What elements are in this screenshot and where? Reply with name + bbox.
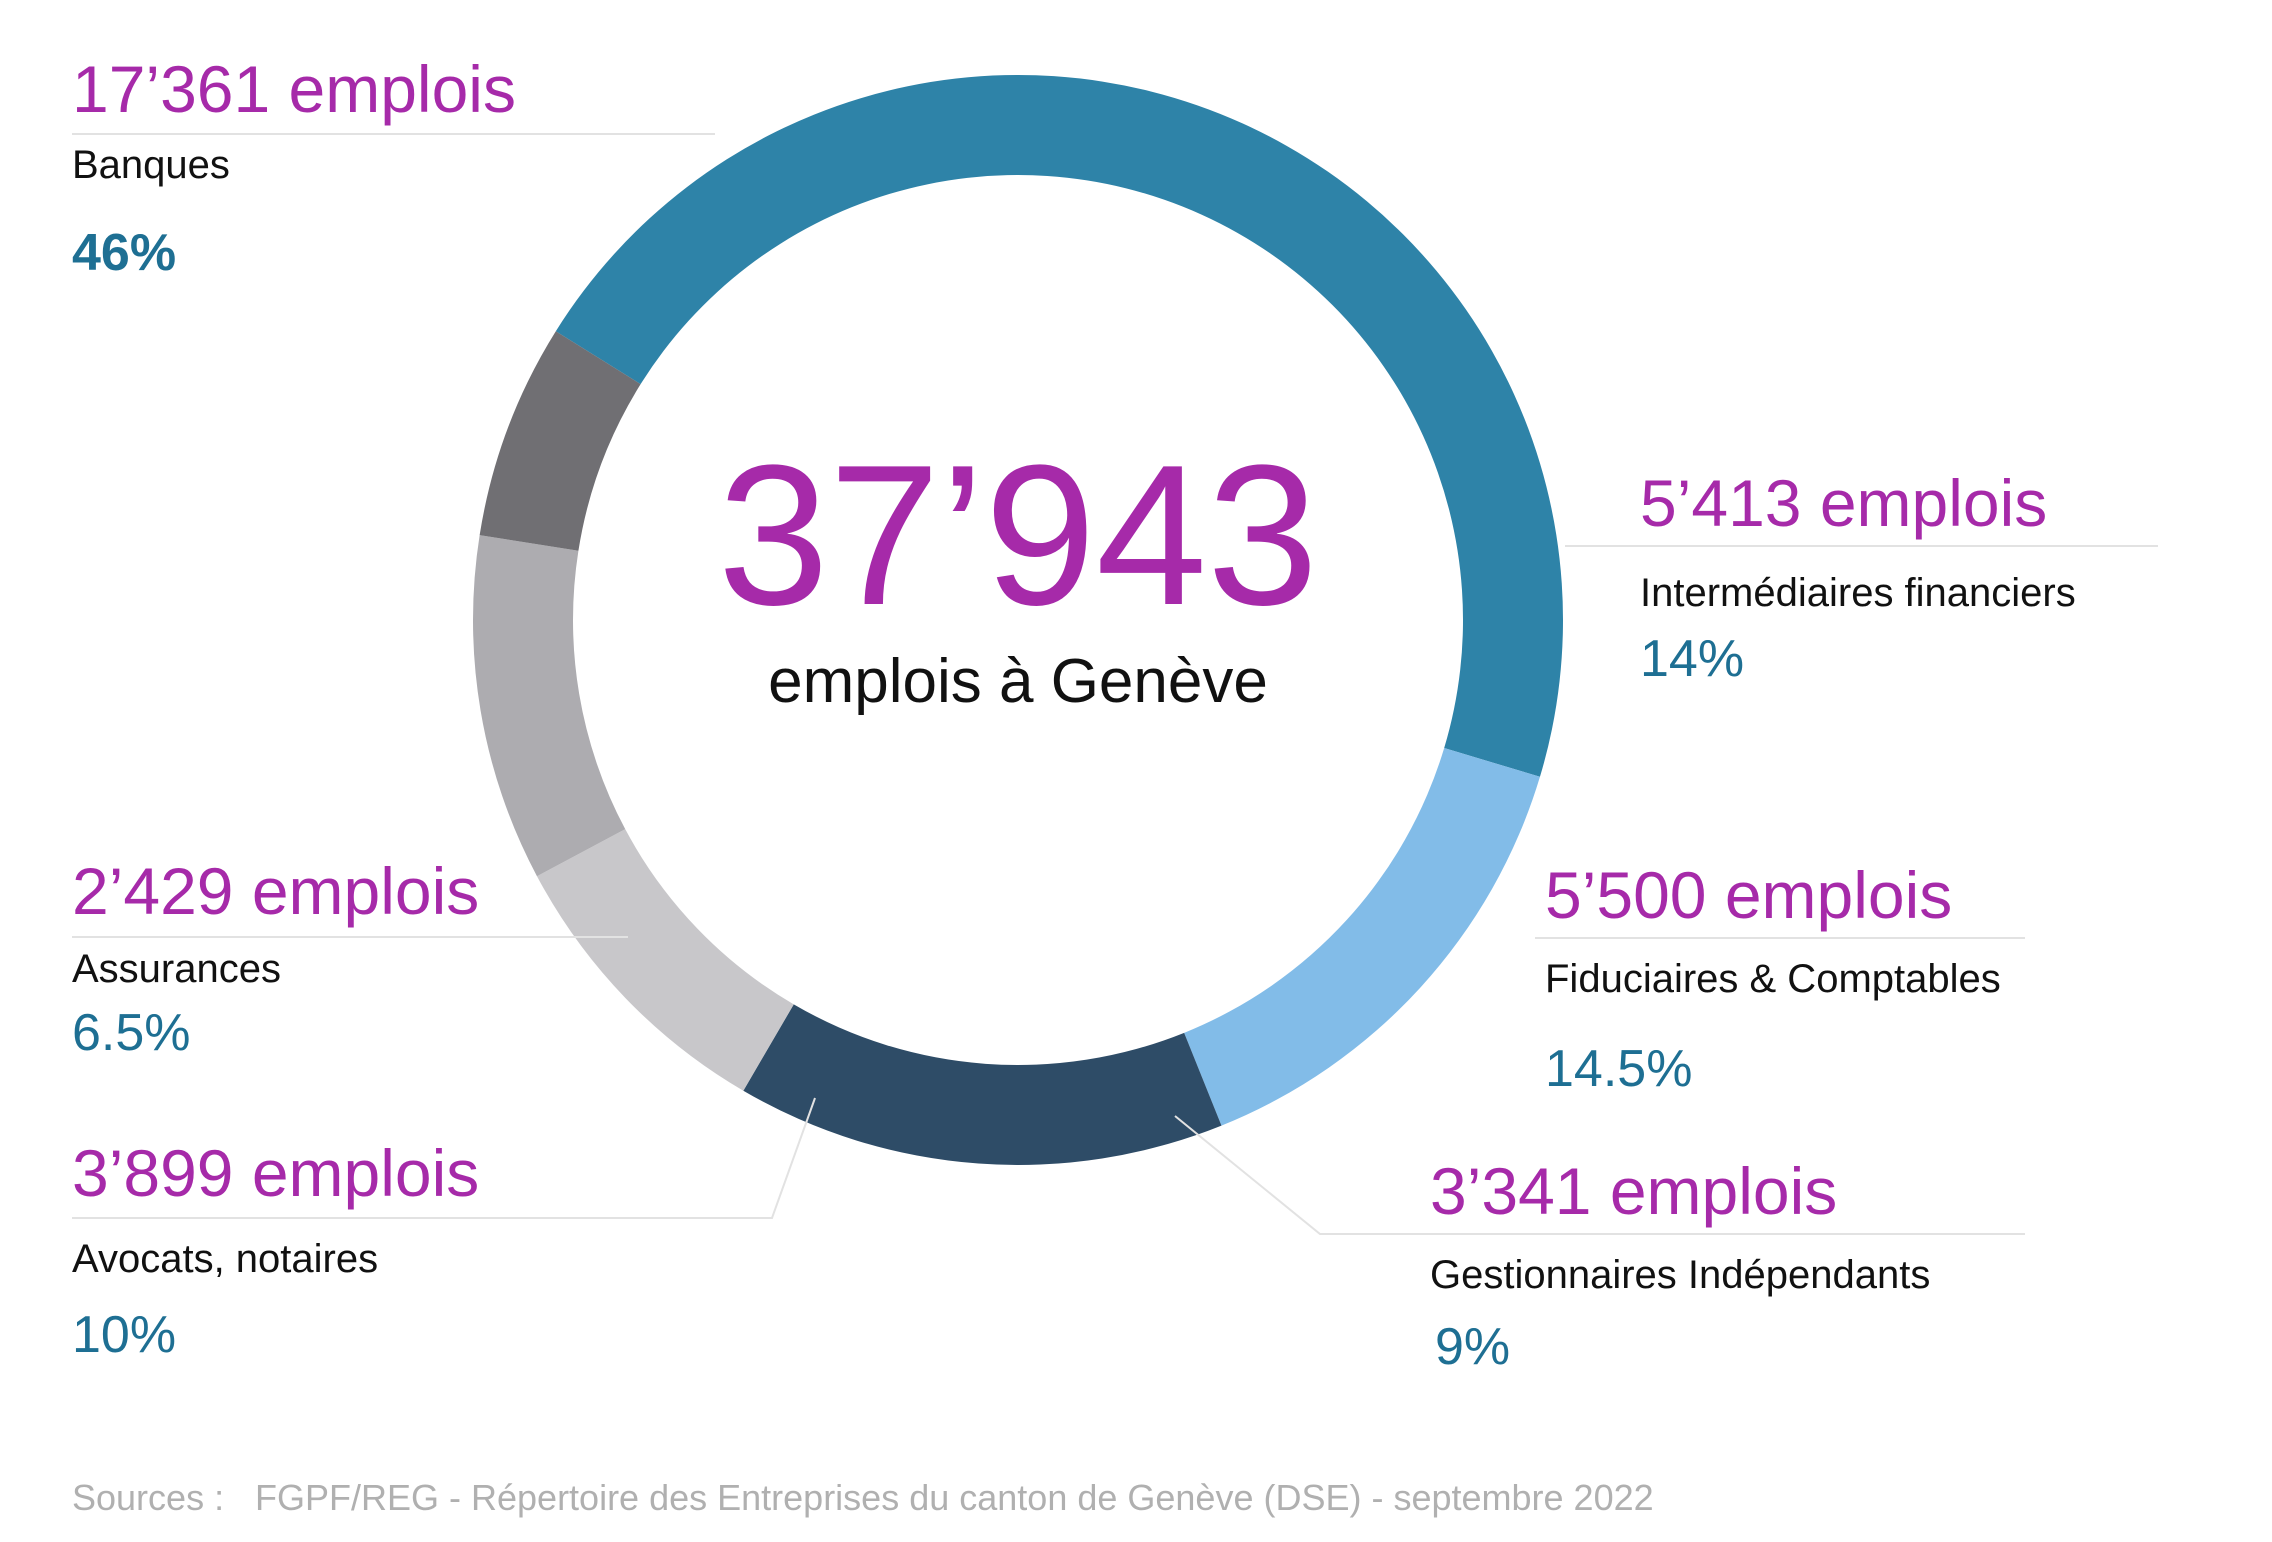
total-jobs-caption: emplois à Genève xyxy=(768,647,1268,716)
source-prefix: Sources : xyxy=(72,1477,224,1518)
slice-label-pct-fiduciaires: 14.5% xyxy=(1545,1040,1692,1098)
leader-line-avocats xyxy=(72,1097,816,1219)
donut-slice-gestionnaires xyxy=(536,829,794,1091)
slice-label-pct-assurances: 6.5% xyxy=(72,1004,191,1062)
slice-label-count-fiduciaires: 5’500 emplois xyxy=(1545,858,1952,932)
slice-label-name-assurances: Assurances xyxy=(72,947,281,991)
total-jobs-value: 37’943 xyxy=(718,424,1319,647)
slice-label-count-intermediaires: 5’413 emplois xyxy=(1640,466,2047,540)
donut-slices xyxy=(472,74,1563,1165)
donut-slice-fiduciaires xyxy=(743,1004,1222,1165)
donut-slice-avocats xyxy=(472,535,626,877)
slice-label-name-fiduciaires: Fiduciaires & Comptables xyxy=(1545,957,2001,1001)
donut-slice-assurances xyxy=(479,331,641,551)
slice-label-name-avocats: Avocats, notaires xyxy=(72,1237,378,1281)
slice-label-name-intermediaires: Intermédiaires financiers xyxy=(1640,571,2076,615)
slice-label-pct-gestionnaires: 9% xyxy=(1435,1318,1510,1376)
slice-label-pct-banques: 46% xyxy=(72,224,176,282)
slice-label-count-gestionnaires: 3’341 emplois xyxy=(1430,1154,1837,1228)
slice-label-name-banques: Banques xyxy=(72,143,230,187)
source-text: FGPF/REG - Répertoire des Entreprises du… xyxy=(255,1477,1654,1518)
slice-label-count-avocats: 3’899 emplois xyxy=(72,1136,479,1210)
slice-label-pct-avocats: 10% xyxy=(72,1306,176,1364)
slice-label-count-banques: 17’361 emplois xyxy=(72,52,516,126)
slice-label-count-assurances: 2’429 emplois xyxy=(72,854,479,928)
donut-slice-intermediaires xyxy=(1184,748,1540,1126)
leader-line-gestionnaires xyxy=(1174,1115,2025,1235)
slice-label-name-gestionnaires: Gestionnaires Indépendants xyxy=(1430,1253,1930,1297)
donut-slice-banques xyxy=(555,74,1563,777)
slice-label-pct-intermediaires: 14% xyxy=(1640,630,1744,688)
